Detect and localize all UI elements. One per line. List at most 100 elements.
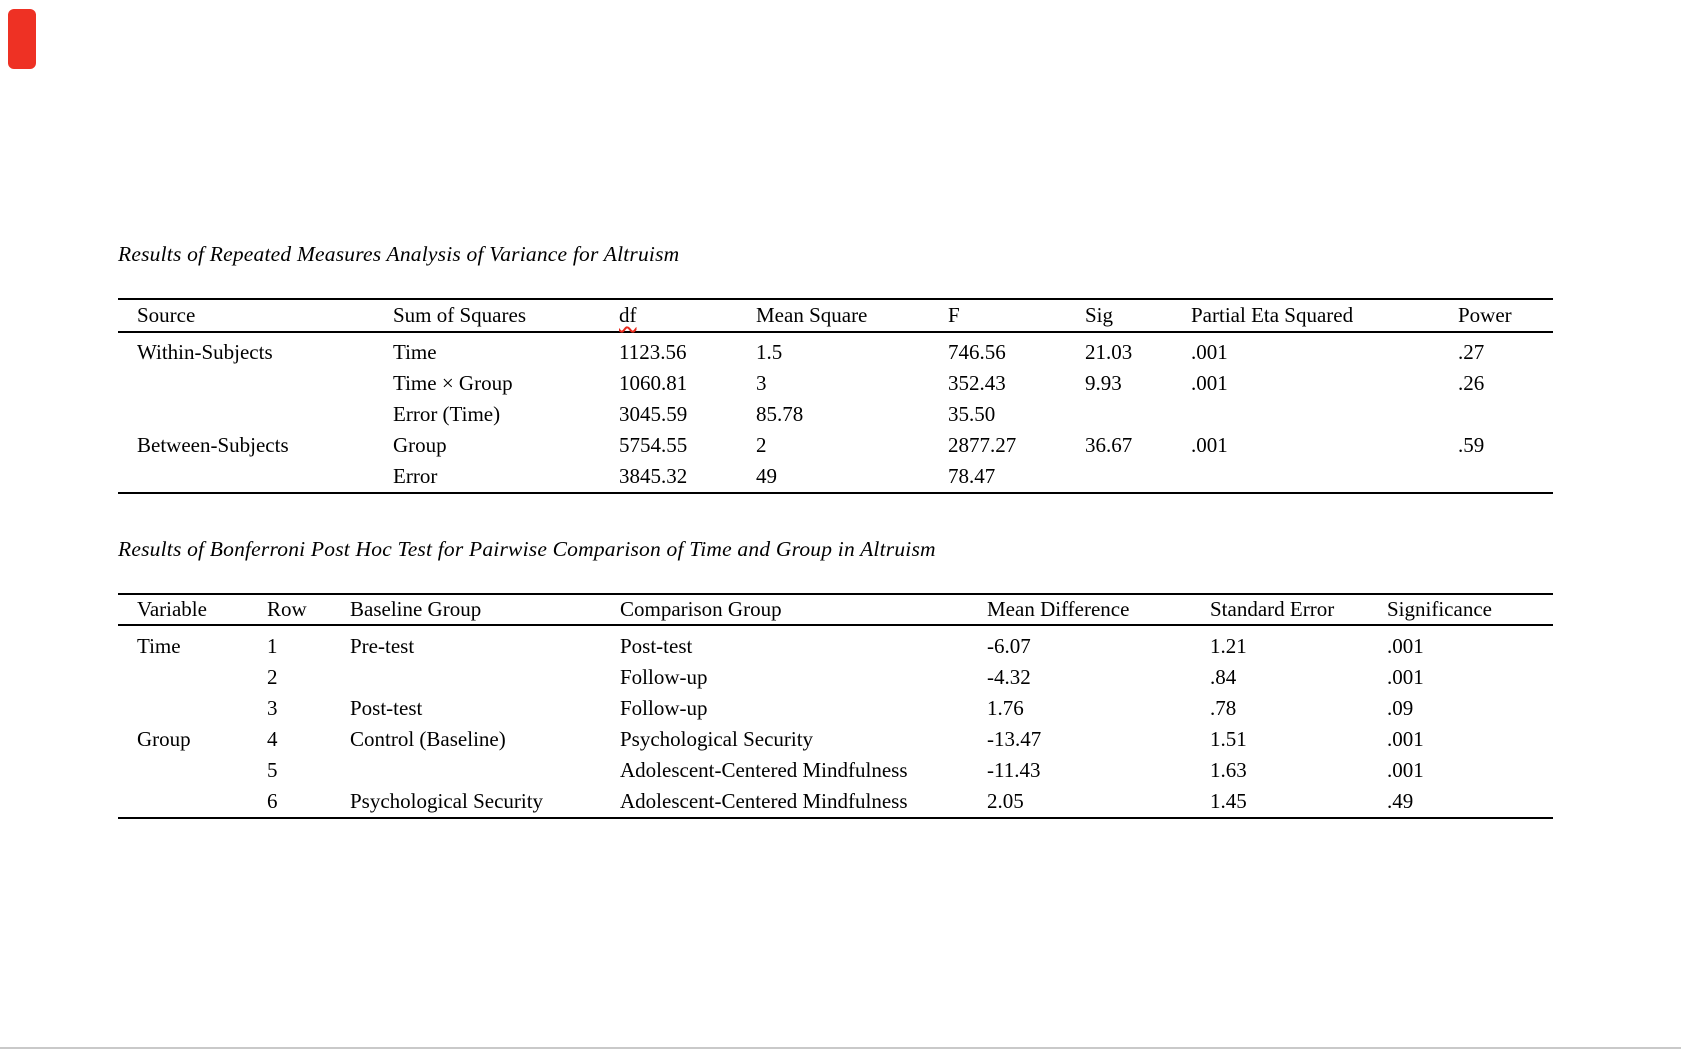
column-header-standard-error: Standard Error [1210, 597, 1335, 621]
posthoc-table: Variable Row Baseline Group Comparison G… [118, 593, 1553, 819]
table-cell [350, 662, 620, 693]
table-cell: 5754.55 [619, 433, 688, 457]
table-cell: Between-Subjects [137, 433, 289, 457]
table-cell: Psychological Security [620, 727, 814, 751]
table-row: 2 Follow-up -4.32 .84 .001 [118, 662, 1553, 693]
table-cell [137, 786, 267, 817]
table-cell: 2.05 [987, 789, 1024, 813]
table-cell: Time [393, 340, 437, 364]
table-cell: 2 [756, 433, 767, 457]
table-cell: 21.03 [1085, 340, 1133, 364]
posthoc-table-body: Time 1 Pre-test Post-test -6.07 1.21 .00… [118, 626, 1553, 817]
table-cell [137, 461, 393, 492]
table-cell: .001 [1387, 727, 1424, 751]
column-header-row: Row [267, 597, 307, 621]
table-cell: .001 [1387, 665, 1424, 689]
table-row: Time 1 Pre-test Post-test -6.07 1.21 .00… [118, 631, 1553, 662]
table-cell: Error (Time) [393, 402, 501, 426]
table-row: Error 3845.32 49 78.47 [118, 461, 1553, 492]
anova-table-body: Within-Subjects Time 1123.56 1.5 746.56 … [118, 333, 1553, 492]
table-cell: 9.93 [1085, 371, 1122, 395]
table-row: 3 Post-test Follow-up 1.76 .78 .09 [118, 693, 1553, 724]
table-row: Within-Subjects Time 1123.56 1.5 746.56 … [118, 337, 1553, 368]
table-cell: .001 [1387, 758, 1424, 782]
table-cell: 2 [267, 665, 278, 689]
table-cell: .59 [1458, 433, 1485, 457]
table-cell: Psychological Security [350, 789, 544, 813]
table-cell [137, 399, 393, 430]
table-cell: Pre-test [350, 634, 415, 658]
table-cell: Error [393, 464, 438, 488]
red-page-marker [8, 9, 36, 69]
table-cell: -4.32 [987, 665, 1031, 689]
table-cell: 78.47 [948, 464, 996, 488]
table-cell: .49 [1387, 789, 1414, 813]
table-cell: 1060.81 [619, 371, 688, 395]
table-cell: Time × Group [393, 371, 513, 395]
table-cell: Adolescent-Centered Mindfulness [620, 758, 908, 782]
table-cell: Group [137, 727, 191, 751]
column-header-df: df [619, 303, 637, 327]
table-cell: 1.45 [1210, 789, 1247, 813]
table-cell: Post-test [350, 696, 423, 720]
column-header-mean-square: Mean Square [756, 303, 868, 327]
anova-table: Source Sum of Squares df Mean Square F S… [118, 298, 1553, 494]
table-cell: 2877.27 [948, 433, 1017, 457]
table-cell: 49 [756, 464, 777, 488]
table-cell: 3 [267, 696, 278, 720]
table-cell: Time [137, 634, 181, 658]
table-cell [1458, 461, 1553, 492]
table-cell: 1.51 [1210, 727, 1247, 751]
table-cell: .27 [1458, 340, 1485, 364]
table-row: Error (Time) 3045.59 85.78 35.50 [118, 399, 1553, 430]
table-cell: Group [393, 433, 447, 457]
posthoc-header-row: Variable Row Baseline Group Comparison G… [118, 595, 1553, 626]
column-header-sum-of-squares: Sum of Squares [393, 303, 526, 327]
posthoc-table-title: Results of Bonferroni Post Hoc Test for … [118, 537, 936, 561]
table-cell: .001 [1387, 634, 1424, 658]
table-cell: .001 [1191, 340, 1228, 364]
table-cell: 746.56 [948, 340, 1006, 364]
table-cell: 1.76 [987, 696, 1024, 720]
table-row: Time × Group 1060.81 3 352.43 9.93 .001 … [118, 368, 1553, 399]
table-cell: 3045.59 [619, 402, 688, 426]
table-cell [1191, 399, 1458, 430]
column-header-f: F [948, 303, 960, 327]
bottom-divider-line [0, 1047, 1681, 1049]
table-cell: 6 [267, 789, 278, 813]
table-cell: -11.43 [987, 758, 1041, 782]
table-cell: -6.07 [987, 634, 1031, 658]
anova-table-title: Results of Repeated Measures Analysis of… [118, 242, 680, 266]
table-cell: Follow-up [620, 696, 708, 720]
anova-header-row: Source Sum of Squares df Mean Square F S… [118, 300, 1553, 333]
table-cell: .001 [1191, 371, 1228, 395]
table-cell: Adolescent-Centered Mindfulness [620, 789, 908, 813]
table-cell [1085, 461, 1191, 492]
table-cell: .26 [1458, 371, 1485, 395]
table-cell [1458, 399, 1553, 430]
table-cell: Post-test [620, 634, 693, 658]
table-cell: 85.78 [756, 402, 804, 426]
column-header-sig: Sig [1085, 303, 1114, 327]
table-cell: .09 [1387, 696, 1414, 720]
table-cell [137, 693, 267, 724]
table-cell [1085, 399, 1191, 430]
column-header-source: Source [137, 303, 196, 327]
table-cell: 1.63 [1210, 758, 1247, 782]
column-header-significance: Significance [1387, 597, 1492, 621]
table-cell [137, 368, 393, 399]
table-cell: .78 [1210, 696, 1237, 720]
table-cell [137, 755, 267, 786]
column-header-baseline-group: Baseline Group [350, 597, 482, 621]
table-cell: 35.50 [948, 402, 996, 426]
table-cell: 3 [756, 371, 767, 395]
table-cell: 5 [267, 758, 278, 782]
table-cell: Follow-up [620, 665, 708, 689]
table-cell: 1123.56 [619, 340, 687, 364]
table-row: 6 Psychological Security Adolescent-Cent… [118, 786, 1553, 817]
table-cell: 352.43 [948, 371, 1006, 395]
table-cell: Within-Subjects [137, 340, 273, 364]
table-cell [1191, 461, 1458, 492]
table-cell: 1.5 [756, 340, 783, 364]
